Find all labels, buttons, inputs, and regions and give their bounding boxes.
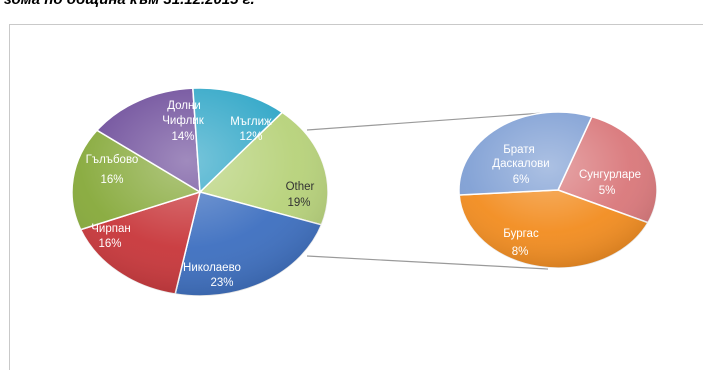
value-chirpan: 16% <box>98 238 121 250</box>
label-bratya-line2: Даскалови <box>492 158 549 170</box>
label-sungurlare: Сунгурларе <box>579 169 641 181</box>
value-nikolaevo: 23% <box>210 277 233 289</box>
label-dolni-chiflik-line1: Долни <box>167 100 201 112</box>
label-nikolaevo: Николаево <box>183 262 241 274</box>
label-maglizh: Мъглиж <box>230 116 272 128</box>
value-galabovo: 16% <box>100 174 123 186</box>
value-other: 19% <box>287 197 310 209</box>
value-maglizh: 12% <box>239 131 262 143</box>
label-dolni-chiflik-line2: Чифлик <box>162 115 204 127</box>
value-sungurlare: 5% <box>599 185 616 197</box>
secondary-pie <box>458 111 658 269</box>
value-burgas: 8% <box>512 246 529 258</box>
label-other: Other <box>286 181 315 193</box>
label-burgas: Бургас <box>503 228 539 240</box>
chart-frame <box>9 24 703 370</box>
label-galabovo: Гълъбово <box>86 154 139 166</box>
label-chirpan: Чирпан <box>91 223 130 235</box>
value-bratya: 6% <box>513 174 530 186</box>
label-bratya-line1: Братя <box>503 144 535 156</box>
chart-title: зома по община към 31.12.2015 г. <box>4 0 255 8</box>
value-dolni-chiflik: 14% <box>171 131 194 143</box>
